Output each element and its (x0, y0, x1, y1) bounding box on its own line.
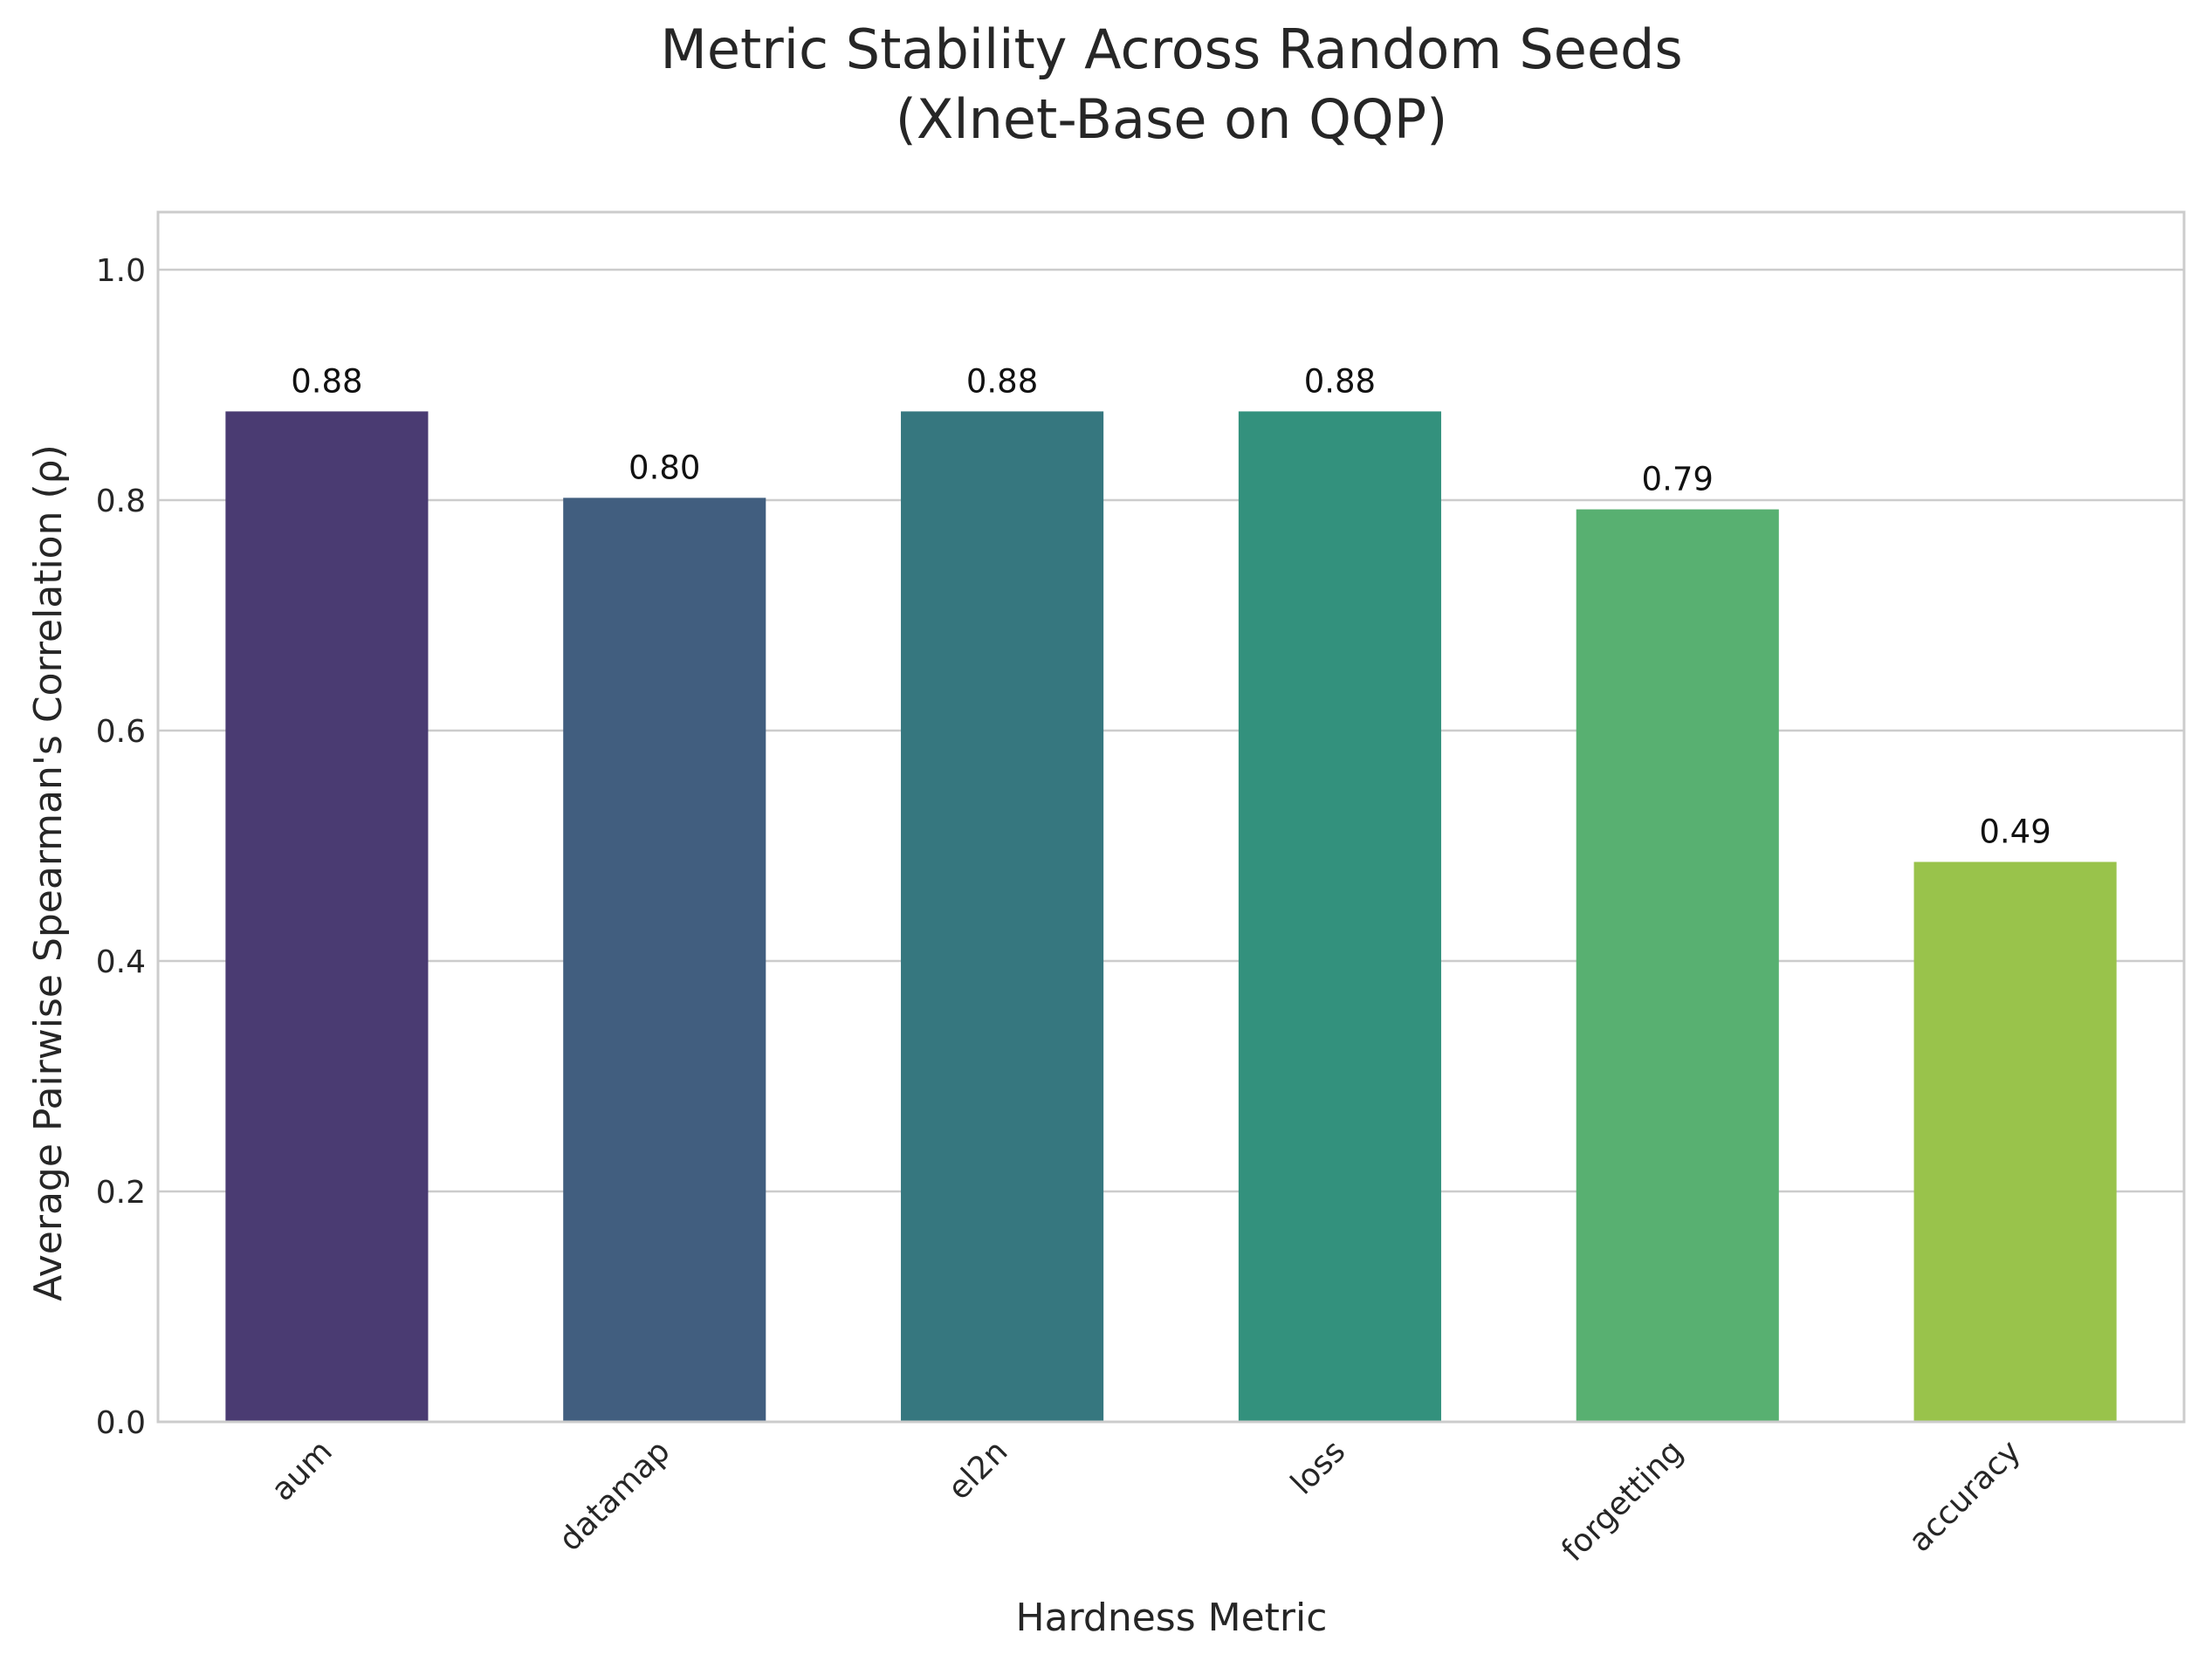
grid-layer (158, 268, 2184, 1424)
y-axis-label: Average Pairwise Spearman's Correlation … (26, 444, 71, 1301)
chart-title-line-2: (Xlnet-Base on QQP) (896, 87, 1448, 151)
x-tick-label-forgetting: forgetting (1555, 1433, 1690, 1568)
plot-frame (156, 210, 2186, 1424)
x-tick-labels: aum datamap el2n loss forgetting accuracy (264, 1433, 2028, 1568)
y-tick-label: 0.8 (96, 484, 146, 519)
y-tick-label: 0.0 (96, 1405, 146, 1441)
x-tick-label-el2n: el2n (941, 1433, 1014, 1507)
x-tick-label-datamap: datamap (553, 1433, 677, 1558)
bar-accuracy (1913, 861, 2117, 1422)
x-tick-label-aum: aum (264, 1433, 340, 1508)
data-label-accuracy: 0.49 (1979, 813, 2051, 850)
y-tick-label: 0.2 (96, 1175, 146, 1211)
y-tick-label: 0.4 (96, 944, 146, 980)
data-label-el2n: 0.88 (966, 362, 1038, 400)
x-tick-label-loss: loss (1284, 1433, 1352, 1501)
bar-forgetting (1576, 509, 1779, 1422)
data-label-datamap: 0.80 (629, 449, 700, 486)
y-tick-label: 1.0 (96, 253, 146, 289)
x-axis-label: Hardness Metric (1016, 1596, 1328, 1640)
data-label-loss: 0.88 (1304, 362, 1376, 400)
y-tick-labels: 0.0 0.2 0.4 0.6 0.8 1.0 (96, 253, 146, 1441)
data-label-aum: 0.88 (291, 362, 362, 400)
x-tick-label-accuracy: accuracy (1902, 1433, 2028, 1559)
data-label-forgetting: 0.79 (1642, 461, 1714, 498)
bar-datamap (563, 498, 766, 1422)
bar-loss (1238, 411, 1441, 1422)
data-labels: 0.88 0.80 0.88 0.88 0.79 0.49 (291, 362, 2051, 850)
bar-layer (225, 411, 2117, 1422)
y-tick-label: 0.6 (96, 714, 146, 750)
bar-el2n (901, 411, 1104, 1422)
bar-aum (225, 411, 429, 1422)
chart-title-line-1: Metric Stability Across Random Seeds (660, 17, 1682, 81)
